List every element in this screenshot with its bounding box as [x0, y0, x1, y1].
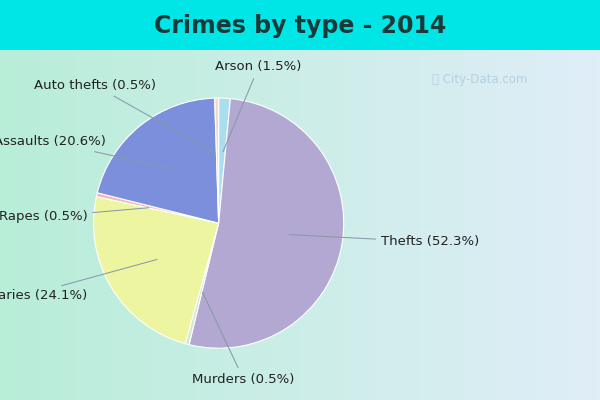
- Text: Thefts (52.3%): Thefts (52.3%): [289, 235, 479, 248]
- Text: Crimes by type - 2014: Crimes by type - 2014: [154, 14, 446, 38]
- Wedge shape: [218, 98, 230, 223]
- Text: Burglaries (24.1%): Burglaries (24.1%): [0, 260, 157, 302]
- Wedge shape: [215, 98, 218, 223]
- Text: Murders (0.5%): Murders (0.5%): [193, 292, 295, 386]
- Wedge shape: [97, 193, 218, 223]
- Text: Rapes (0.5%): Rapes (0.5%): [0, 208, 149, 223]
- Text: Assaults (20.6%): Assaults (20.6%): [0, 135, 173, 169]
- Wedge shape: [189, 98, 344, 348]
- Text: ⓘ City-Data.com: ⓘ City-Data.com: [433, 74, 527, 86]
- Wedge shape: [97, 98, 218, 223]
- Wedge shape: [94, 197, 218, 344]
- Text: Auto thefts (0.5%): Auto thefts (0.5%): [34, 79, 215, 153]
- Text: Arson (1.5%): Arson (1.5%): [215, 60, 302, 152]
- Wedge shape: [185, 223, 218, 345]
